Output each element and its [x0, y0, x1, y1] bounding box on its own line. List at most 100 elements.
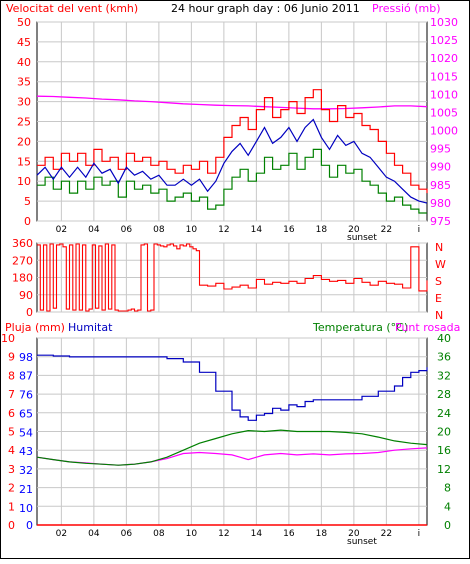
temperature-axis-tick-label: 4: [444, 500, 451, 513]
wind-axis-tick-label: 40: [17, 56, 31, 69]
time-axis-tick-label: i: [418, 225, 421, 235]
wind-axis-tick-label: 10: [17, 175, 31, 188]
temperature-axis-tick-label: 24: [437, 407, 451, 420]
time-axis-tick-label: 16: [283, 529, 295, 539]
pressure-axis-tick-label: 1005: [430, 106, 458, 119]
pressure-axis-label: Pressió (mb): [372, 2, 441, 15]
wind-axis-tick-label: 35: [17, 76, 31, 89]
pressure-axis-tick-label: 1015: [430, 70, 458, 83]
wind-axis-tick-label: 15: [17, 155, 31, 168]
compass-axis-tick-label: N: [435, 241, 443, 254]
pressure-axis-tick-label: 980: [430, 197, 451, 210]
pressure-axis-tick-label: 990: [430, 161, 451, 174]
temperature-axis-tick-label: 28: [437, 388, 451, 401]
wind-series-line: [37, 148, 427, 214]
rain-axis-tick-label: 0: [8, 519, 15, 532]
temperature-axis-tick-label: 0: [444, 519, 451, 532]
time-axis-tick-label: 12: [218, 529, 229, 539]
pressure-axis-tick-label: 1000: [430, 125, 458, 138]
direction-axis-tick-label: 0: [26, 306, 33, 319]
wind-axis-tick-label: 5: [24, 195, 31, 208]
wind-average-series-line: [36, 118, 428, 204]
pressure-axis-tick-label: 985: [430, 179, 451, 192]
humidity-axis-tick-label: 87: [19, 370, 33, 383]
wind-axis-tick-label: 30: [17, 96, 31, 109]
humidity-axis-tick-label: 98: [19, 351, 33, 364]
pressure-axis-tick-label: 975: [430, 215, 451, 228]
rain-axis-tick-label: 6: [8, 407, 15, 420]
pressure-axis-tick-label: 1025: [430, 34, 458, 47]
pressure-axis-tick-label: 1030: [430, 16, 458, 29]
time-axis-tick-label: 20: [348, 529, 360, 539]
time-axis-tick-label: 22: [381, 529, 392, 539]
compass-axis-tick-label: S: [435, 275, 442, 288]
rain-axis-label: Pluja (mm): [5, 321, 65, 334]
wind-axis-tick-label: 45: [17, 36, 31, 49]
compass-axis-tick-label: W: [435, 258, 446, 271]
temperature-axis-tick-label: 36: [437, 351, 451, 364]
compass-axis-tick-label: N: [435, 309, 443, 322]
humidity-axis-tick-label: 0: [26, 519, 33, 532]
humidity-axis-tick-label: 21: [19, 483, 33, 496]
pressure-axis-tick-label: 1010: [430, 88, 458, 101]
rain-axis-tick-label: 9: [8, 351, 15, 364]
humidity-series-line: [37, 354, 428, 421]
time-axis-tick-label: i: [418, 529, 421, 539]
compass-axis-tick-label: E: [435, 292, 442, 305]
humidity-axis-tick-label: 76: [19, 389, 33, 402]
humidity-axis-label: Humitat: [68, 321, 113, 334]
sunset-marker-label: sunset: [347, 233, 377, 243]
temperature-axis-tick-label: 40: [437, 332, 451, 345]
time-axis-tick-label: 12: [218, 225, 229, 235]
wind-axis-tick-label: 20: [17, 135, 31, 148]
direction-axis-tick-label: 90: [19, 289, 33, 302]
temperature-axis-tick-label: 20: [437, 426, 451, 439]
time-axis-tick-label: 06: [121, 529, 133, 539]
wind-axis-label: Velocitat del vent (kmh): [6, 2, 138, 15]
rain-axis-tick-label: 10: [1, 332, 15, 345]
time-axis-tick-label: 02: [56, 529, 67, 539]
time-axis-tick-label: 20: [348, 225, 360, 235]
humidity-axis-tick-label: 32: [19, 464, 33, 477]
time-axis-tick-label: 18: [316, 225, 328, 235]
time-axis-tick-label: 06: [121, 225, 133, 235]
direction-axis-tick-label: 270: [12, 254, 33, 267]
sunset-marker-label: sunset: [347, 537, 377, 547]
time-axis-tick-label: 14: [251, 225, 263, 235]
pressure-axis-tick-label: 1020: [430, 52, 458, 65]
temperature-axis-tick-label: 8: [444, 482, 451, 495]
humidity-axis-tick-label: 43: [19, 445, 33, 458]
rain-axis-tick-label: 5: [8, 426, 15, 439]
rain-axis-tick-label: 7: [8, 388, 15, 401]
wind-direction-series-line: [37, 243, 428, 312]
time-axis-tick-label: 16: [283, 225, 295, 235]
temperature-axis-tick-label: 12: [437, 463, 451, 476]
temperature-axis-tick-label: 16: [437, 444, 451, 457]
wind-axis-tick-label: 0: [24, 215, 31, 228]
pressure-axis-tick-label: 995: [430, 143, 451, 156]
rain-axis-tick-label: 2: [8, 482, 15, 495]
humidity-axis-tick-label: 65: [19, 407, 33, 420]
temperature-series-line: [36, 429, 428, 466]
time-axis-tick-label: 04: [88, 529, 100, 539]
humidity-axis-tick-label: 10: [19, 502, 33, 515]
rain-axis-tick-label: 4: [8, 444, 15, 457]
pressure-series-line: [36, 95, 428, 110]
rain-axis-tick-label: 3: [8, 463, 15, 476]
time-axis-tick-label: 04: [88, 225, 100, 235]
wind-axis-tick-label: 50: [17, 16, 31, 29]
time-axis-tick-label: 08: [153, 529, 165, 539]
wind-axis-tick-label: 25: [17, 116, 31, 129]
time-axis-tick-label: 22: [381, 225, 392, 235]
rain-axis-tick-label: 8: [8, 369, 15, 382]
temperature-axis-label: Temperatura (°C): [312, 321, 408, 334]
chart-title: 24 hour graph day : 06 Junio 2011: [171, 2, 360, 15]
time-axis-tick-label: 02: [56, 225, 67, 235]
gust-series-line: [37, 89, 428, 194]
dewpoint-axis-label: Punt rosada: [395, 321, 460, 334]
direction-axis-tick-label: 360: [12, 237, 33, 250]
